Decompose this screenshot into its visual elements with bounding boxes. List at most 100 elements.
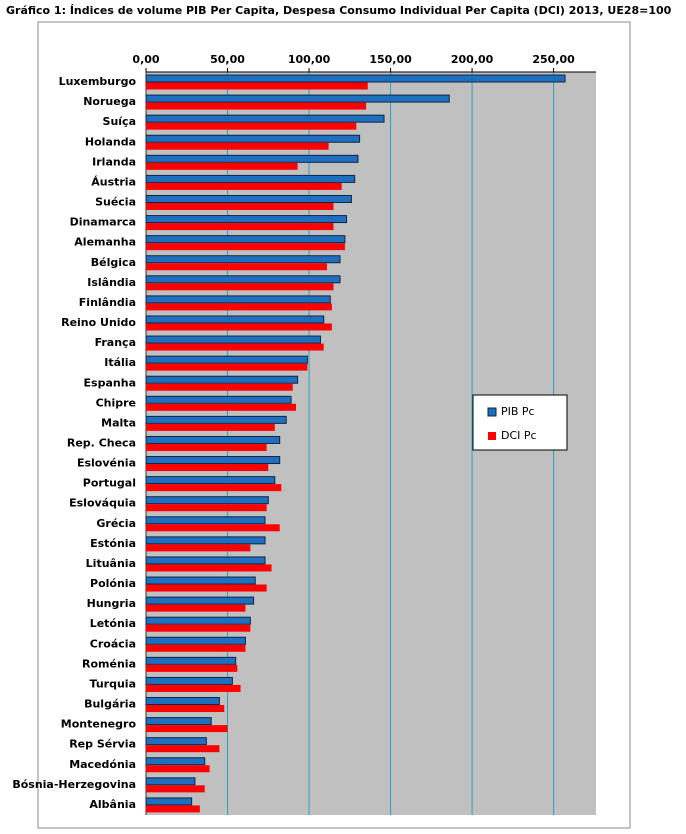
y-tick-label: Luxemburgo: [59, 75, 137, 88]
bar: [146, 182, 342, 190]
legend-label: PIB Pc: [501, 405, 535, 418]
bar: [146, 805, 200, 813]
bar: [145, 476, 276, 485]
bar: [146, 785, 205, 793]
y-tick-label: Croácia: [90, 637, 136, 650]
bar: [146, 202, 334, 210]
bar: [146, 544, 251, 552]
y-tick-label: Turquia: [90, 677, 136, 690]
bar: [145, 697, 220, 706]
bar: [146, 644, 246, 652]
y-tick-label: Macedónia: [69, 758, 136, 771]
y-tick-label: Letónia: [90, 617, 136, 630]
y-tick-label: Itália: [104, 356, 136, 369]
bar: [145, 275, 341, 284]
y-tick-label: Hungria: [87, 597, 136, 610]
bar: [146, 343, 324, 351]
bar: [146, 383, 293, 391]
bar: [145, 797, 193, 806]
bar: [146, 464, 269, 472]
y-tick-label: Eslovénia: [77, 457, 136, 470]
bar: [145, 94, 450, 103]
bar: [145, 74, 566, 83]
y-tick-label: Noruega: [83, 95, 136, 108]
bar: [145, 596, 255, 605]
y-tick-label: Malta: [101, 416, 136, 429]
bar: [146, 564, 272, 572]
bar: [146, 765, 210, 773]
bar: [145, 295, 331, 304]
y-tick-label: Suíça: [103, 115, 136, 128]
bar: [145, 435, 281, 444]
bar: [145, 676, 233, 685]
x-tick-label: 0,00: [132, 53, 159, 66]
bar: [146, 403, 296, 411]
bar: [145, 737, 207, 746]
bar: [146, 223, 334, 231]
y-tick-label: Irlanda: [92, 155, 136, 168]
bar: [145, 194, 352, 203]
y-tick-label: Eslováquia: [69, 497, 136, 510]
y-tick-label: Reino Unido: [61, 316, 136, 329]
y-tick-label: Bulgária: [84, 698, 136, 711]
bar: [145, 777, 196, 786]
y-tick-label: Bélgica: [91, 256, 136, 269]
bar: [146, 604, 246, 612]
bar: [145, 235, 346, 244]
y-tick-label: Polónia: [90, 577, 136, 590]
x-tick-label: 250,00: [532, 53, 575, 66]
y-tick-label: Rep. Checa: [67, 437, 136, 450]
x-tick-label: 200,00: [451, 53, 494, 66]
y-tick-label: Holanda: [85, 135, 136, 148]
bar: [146, 102, 367, 110]
y-tick-label: Lituânia: [86, 557, 136, 570]
bar: [146, 283, 334, 291]
y-tick-label: Bósnia-Herzegovina: [12, 778, 136, 791]
bar: [146, 323, 332, 331]
bar: [145, 395, 292, 404]
bar: [146, 142, 329, 150]
bar: [146, 303, 332, 311]
bar: [145, 315, 325, 324]
x-tick-label: 50,00: [210, 53, 245, 66]
bar: [145, 255, 341, 264]
bar: [146, 624, 251, 632]
bar: [145, 516, 266, 525]
bar: [145, 174, 356, 183]
bar: [145, 415, 287, 424]
bar: [145, 355, 308, 364]
bar: [145, 576, 256, 585]
y-tick-label: Grécia: [96, 517, 136, 530]
bar: [145, 215, 348, 224]
bar: [146, 443, 267, 451]
bar: [145, 456, 281, 465]
y-tick-label: Estónia: [90, 537, 136, 550]
bar: [145, 556, 266, 565]
bar: [145, 375, 299, 384]
bar: [145, 757, 206, 766]
bar: [146, 705, 225, 713]
y-tick-label: França: [95, 336, 136, 349]
bar: [146, 484, 282, 492]
y-tick-label: Portugal: [83, 477, 136, 490]
legend-box: [472, 394, 568, 451]
bar: [146, 423, 275, 431]
x-tick-label: 100,00: [288, 53, 331, 66]
bar: [146, 363, 308, 371]
bar: [145, 134, 361, 143]
bar: [146, 504, 267, 512]
bar: [146, 122, 357, 130]
bar: [146, 162, 298, 170]
bar: [146, 725, 228, 733]
bar: [145, 114, 385, 123]
bar: [145, 335, 321, 344]
bar: [146, 664, 238, 672]
bar: [145, 636, 246, 645]
legend-swatch: [488, 432, 496, 440]
bar: [146, 263, 327, 271]
bar: [146, 745, 220, 753]
y-tick-label: Montenegro: [61, 718, 137, 731]
y-tick-label: Islândia: [87, 276, 136, 289]
y-tick-label: Finlândia: [79, 296, 136, 309]
